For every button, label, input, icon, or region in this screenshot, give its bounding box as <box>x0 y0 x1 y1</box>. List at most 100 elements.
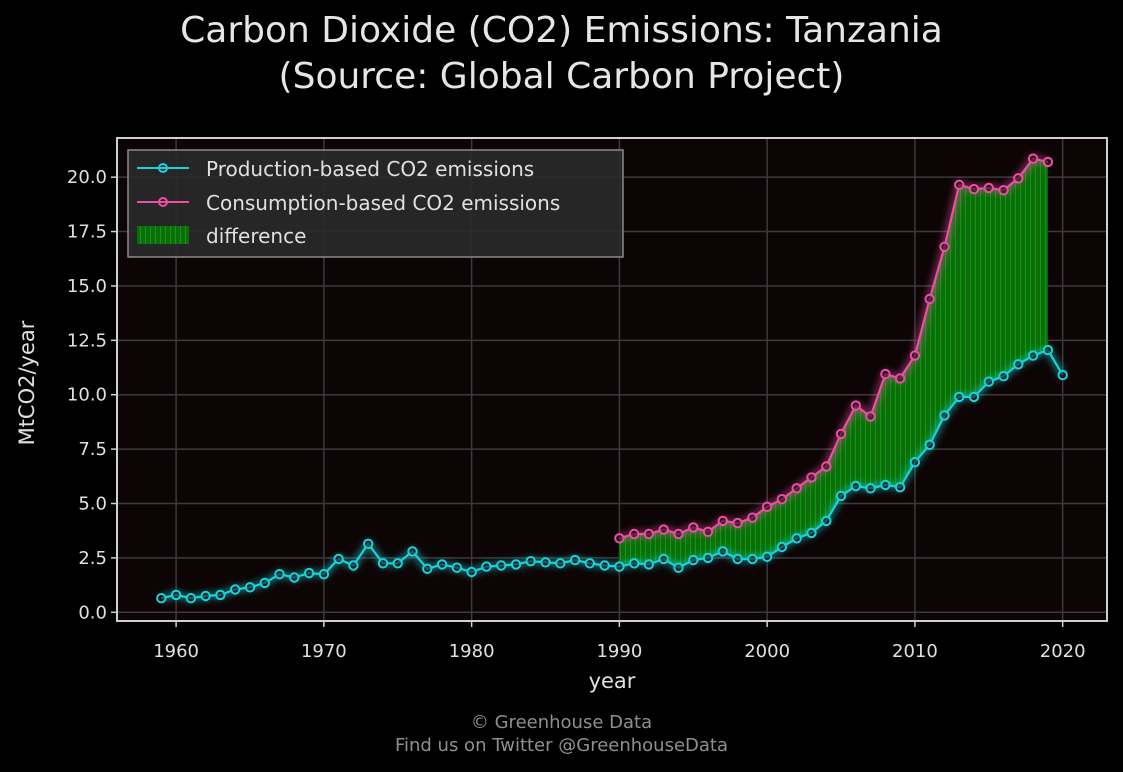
production-point <box>377 558 389 569</box>
x-axis-ticks: 1960 1970 1980 1990 2000 2010 2020 <box>153 621 1086 662</box>
consumption-point <box>865 411 876 422</box>
y-tick-label: 15.0 <box>67 276 107 297</box>
legend: Production-based CO2 emissions Consumpti… <box>127 149 624 258</box>
footer-credit: © Greenhouse Data Find us on Twitter @Gr… <box>0 711 1123 757</box>
series-points <box>156 153 1068 604</box>
legend-difference-swatch <box>137 226 189 244</box>
y-tick-label: 7.5 <box>78 439 107 460</box>
production-point <box>303 567 315 579</box>
legend-difference-label: difference <box>206 224 306 248</box>
production-point <box>200 590 211 602</box>
production-point <box>215 589 226 601</box>
production-point <box>333 553 344 565</box>
production-point <box>170 589 182 601</box>
production-point <box>821 515 832 527</box>
consumption-point <box>850 400 861 411</box>
production-point <box>806 527 817 539</box>
production-point <box>1013 359 1024 370</box>
production-point <box>569 554 581 566</box>
production-point <box>392 558 403 569</box>
production-point <box>835 490 847 502</box>
y-tick-label: 12.5 <box>67 330 107 351</box>
y-axis-ticks: 0.0 2.5 5.0 7.5 10.0 12.5 15.0 17.5 20.0 <box>67 167 117 623</box>
production-point <box>850 480 861 492</box>
production-point <box>688 554 699 566</box>
legend-consumption-marker <box>158 197 168 207</box>
consumption-point <box>983 182 994 194</box>
consumption-point <box>1042 156 1054 168</box>
legend-production-marker <box>158 163 168 173</box>
production-point <box>717 546 728 557</box>
production-point <box>954 391 965 403</box>
consumption-point <box>717 515 728 527</box>
production-point <box>496 560 507 571</box>
production-point <box>318 569 330 580</box>
production-point <box>998 371 1009 382</box>
production-point <box>259 577 270 589</box>
production-point <box>1027 350 1039 361</box>
production-point <box>348 560 359 571</box>
x-tick-label: 1970 <box>301 641 347 662</box>
production-point <box>422 563 433 574</box>
chart-title-line-1: Carbon Dioxide (CO2) Emissions: Tanzania <box>180 10 943 51</box>
production-point <box>747 553 758 565</box>
x-tick-label: 1980 <box>449 641 495 662</box>
production-point <box>658 553 669 565</box>
production-point <box>894 482 906 493</box>
chart-title: Carbon Dioxide (CO2) Emissions: Tanzania… <box>0 8 1123 100</box>
production-point <box>540 557 551 568</box>
production-point <box>732 553 743 565</box>
production-point <box>1042 344 1054 356</box>
production-point <box>761 551 773 562</box>
x-tick-label: 2020 <box>1040 641 1086 662</box>
consumption-point <box>924 293 935 305</box>
consumption-point <box>732 517 743 529</box>
consumption-point <box>1027 153 1039 164</box>
x-axis-label: year <box>589 669 636 693</box>
production-point <box>939 410 950 421</box>
y-axis-label: MtCO2/year <box>15 320 39 445</box>
consumption-point <box>894 373 906 384</box>
y-tick-label: 5.0 <box>78 494 107 515</box>
x-tick-label: 1990 <box>596 641 642 662</box>
footer-twitter: Find us on Twitter @GreenhouseData <box>394 735 729 756</box>
production-point <box>909 457 921 468</box>
y-tick-label: 17.5 <box>67 222 107 243</box>
production-point <box>510 559 522 570</box>
consumption-point <box>835 428 847 440</box>
production-point <box>156 593 167 604</box>
consumption-point <box>658 524 669 535</box>
legend-box <box>127 149 624 258</box>
legend-production-label: Production-based CO2 emissions <box>206 157 534 181</box>
y-tick-label: 10.0 <box>67 385 107 406</box>
x-tick-label: 2000 <box>744 641 790 662</box>
y-tick-label: 0.0 <box>78 602 107 623</box>
production-point <box>673 562 684 573</box>
production-point <box>481 561 492 572</box>
production-point <box>983 376 994 387</box>
plot-frame <box>116 137 1108 622</box>
consumption-point <box>791 483 802 494</box>
production-point <box>274 569 285 580</box>
production-point <box>451 562 463 573</box>
consumption-point <box>776 494 788 505</box>
production-point <box>629 558 640 569</box>
production-point <box>555 558 566 569</box>
production-point <box>363 538 374 549</box>
consumption-point <box>1013 173 1024 184</box>
production-point <box>865 483 876 494</box>
production-point <box>407 546 418 557</box>
production-point <box>614 561 625 572</box>
x-tick-label: 1960 <box>153 641 199 662</box>
production-point <box>924 439 935 450</box>
consumption-point <box>673 528 684 540</box>
consumption-point <box>702 526 714 537</box>
production-point <box>230 584 241 595</box>
production-point <box>880 479 891 491</box>
consumption-point <box>643 528 655 540</box>
y-tick-label: 2.5 <box>78 548 107 569</box>
production-point <box>776 541 788 553</box>
consumption-point <box>998 185 1009 196</box>
legend-consumption-label: Consumption-based CO2 emissions <box>206 191 560 215</box>
production-point <box>289 572 300 583</box>
